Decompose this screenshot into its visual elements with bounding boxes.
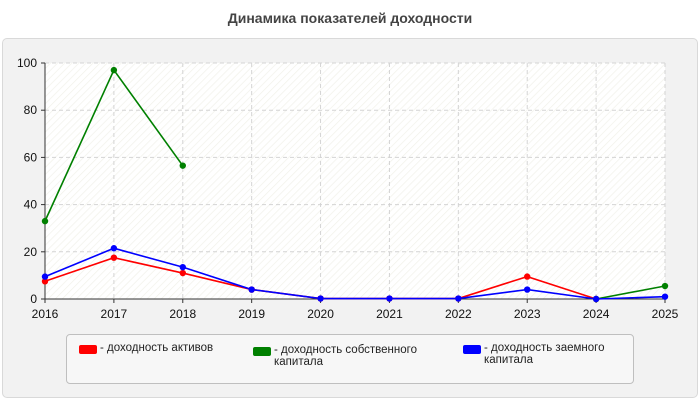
y-tick-label: 100 [17, 56, 37, 70]
data-point-2 [386, 295, 393, 302]
data-point-0 [524, 273, 531, 280]
data-point-0 [41, 278, 49, 285]
data-point-0 [110, 254, 118, 261]
data-point-1 [41, 217, 49, 225]
data-point-2 [41, 273, 49, 280]
x-tick-label: 2024 [583, 307, 610, 321]
x-tick-label: 2022 [445, 307, 472, 321]
x-tick-label: 2017 [101, 307, 128, 321]
y-tick-label: 60 [24, 150, 38, 164]
data-point-2 [110, 245, 118, 252]
data-point-2 [455, 295, 462, 302]
chart-title: Динамика показателей доходности [227, 10, 473, 26]
legend-swatch-assets [79, 345, 97, 354]
data-point-2 [317, 295, 324, 302]
x-tick-label: 2023 [514, 307, 541, 321]
data-point-1 [661, 282, 669, 290]
legend-label-assets: - доходность активов [100, 342, 214, 354]
legend-label-equity: - доходность собственного капитала [274, 344, 417, 368]
data-point-2 [524, 286, 531, 293]
x-tick-label: 2025 [652, 307, 679, 321]
legend-item-debt[interactable]: - доходность заемного капитала [463, 342, 628, 366]
x-tick-label: 2016 [32, 307, 59, 321]
data-point-2 [248, 286, 255, 293]
y-tick-label: 40 [24, 198, 38, 212]
data-point-2 [661, 293, 669, 300]
legend-item-assets[interactable]: - доходность активов [79, 342, 213, 354]
data-point-0 [179, 269, 186, 277]
legend-swatch-equity [253, 347, 271, 356]
x-tick-label: 2020 [307, 307, 334, 321]
x-tick-label: 2021 [376, 307, 403, 321]
x-tick-label: 2019 [238, 307, 265, 321]
legend: - доходность активов - доходность собств… [66, 334, 634, 384]
series-points [41, 66, 669, 303]
legend-label-debt: - доходность заемного капитала [484, 342, 605, 366]
y-tick-label: 20 [24, 245, 38, 259]
x-tick-label: 2018 [169, 307, 196, 321]
data-point-2 [592, 295, 600, 303]
y-tick-label: 0 [30, 292, 37, 306]
plot-area [45, 63, 665, 299]
data-point-1 [179, 162, 186, 169]
grid-lines [45, 62, 666, 299]
legend-swatch-debt [463, 345, 481, 354]
tick-labels: 0 20 40 60 80 100 2016 2017 2018 2019 2020 2021 2022… [17, 56, 679, 321]
series-line-2 [44, 247, 666, 300]
series-line-1 [595, 285, 666, 300]
data-point-1 [110, 66, 118, 74]
legend-item-equity[interactable]: - доходность собственного капитала [253, 344, 453, 368]
y-tick-label: 80 [24, 103, 38, 117]
data-point-2 [179, 263, 186, 271]
